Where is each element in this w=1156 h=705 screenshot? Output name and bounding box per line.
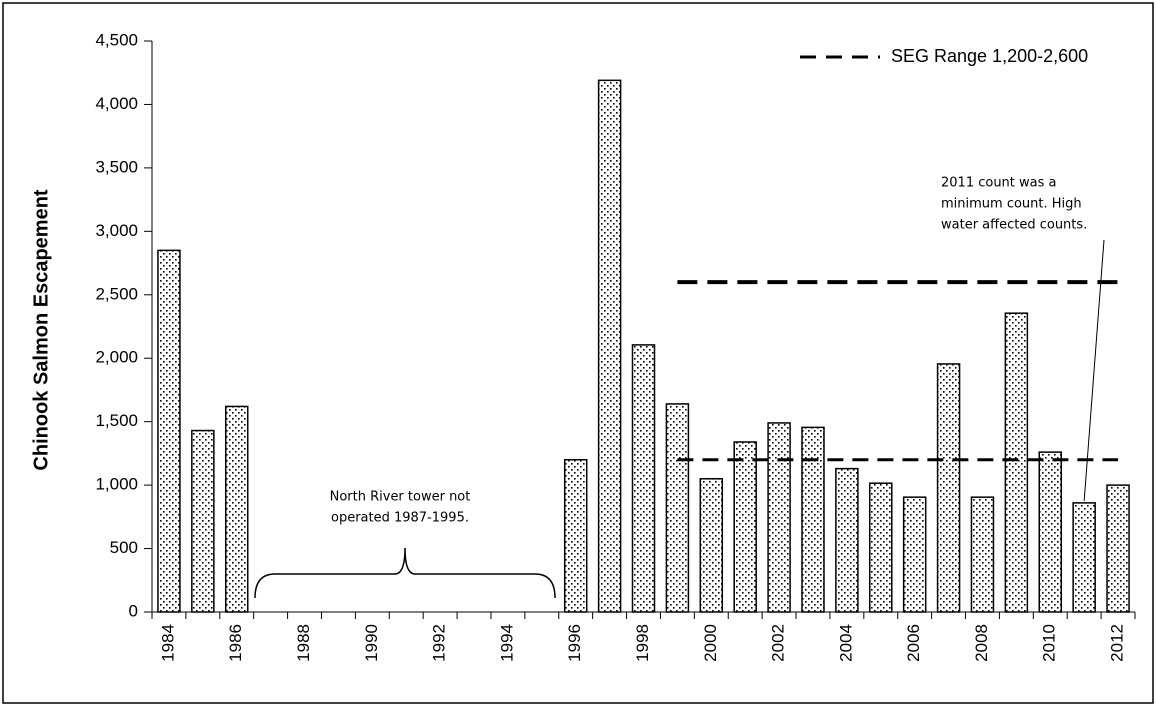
bar: [157, 249, 181, 613]
x-tick-label: 2010: [1040, 624, 1059, 662]
x-tick-label: 2012: [1108, 624, 1127, 662]
legend-label: SEG Range 1,200-2,600: [891, 46, 1088, 66]
bar: [1004, 312, 1029, 613]
annotation: minimum count. High: [941, 197, 1082, 212]
x-tick-label: 1992: [430, 624, 449, 662]
y-tick-label: 4,500: [95, 30, 138, 49]
y-tick-label: 1,500: [95, 411, 138, 430]
annotation-leader: [1083, 239, 1105, 501]
bar: [869, 482, 893, 613]
x-tick-label: 2000: [701, 624, 720, 662]
annotation: water affected counts.: [941, 218, 1087, 233]
bar: [733, 441, 757, 613]
bar: [835, 467, 859, 613]
x-tick-label: 1986: [226, 624, 245, 662]
annotation: 2011 count was a: [941, 176, 1057, 191]
x-tick-label: 2006: [904, 624, 923, 662]
y-tick-label: 2,500: [95, 284, 138, 303]
bar: [902, 496, 927, 613]
x-tick-label: 1996: [565, 624, 584, 662]
x-tick-label: 1988: [294, 624, 313, 662]
x-tick-label: 2008: [972, 624, 991, 662]
x-tick-label: 1998: [633, 624, 652, 662]
bar: [1106, 484, 1130, 613]
brace: [254, 547, 556, 599]
y-tick-label: 3,500: [95, 157, 138, 176]
bar: [224, 405, 249, 613]
bar: [767, 422, 791, 613]
y-tick-label: 4,000: [95, 94, 138, 113]
x-tick-label: 1994: [497, 624, 516, 662]
bar: [631, 344, 656, 613]
x-tick-label: 1984: [158, 624, 177, 662]
y-tick-label: 1,000: [95, 475, 138, 494]
y-tick-label: 2,000: [95, 348, 138, 367]
annotation: North River tower not: [330, 490, 471, 505]
bar: [563, 458, 588, 613]
x-tick-label: 1990: [362, 624, 381, 662]
bar: [1072, 502, 1096, 613]
y-tick-label: 3,000: [95, 221, 138, 240]
bar: [699, 478, 724, 613]
bar: [970, 496, 995, 613]
bar: [936, 363, 961, 613]
bar: [1038, 451, 1063, 613]
bar: [191, 429, 215, 613]
y-tick-label: 0: [129, 601, 138, 620]
x-tick-label: 2002: [769, 624, 788, 662]
y-axis-label: Chinook Salmon Escapement: [30, 189, 52, 471]
bar: [597, 79, 622, 613]
x-tick-label: 2004: [836, 624, 855, 662]
bar: [665, 403, 690, 613]
y-tick-label: 500: [110, 538, 138, 557]
bar: [801, 426, 825, 613]
annotation: operated 1987-1995.: [331, 511, 469, 526]
